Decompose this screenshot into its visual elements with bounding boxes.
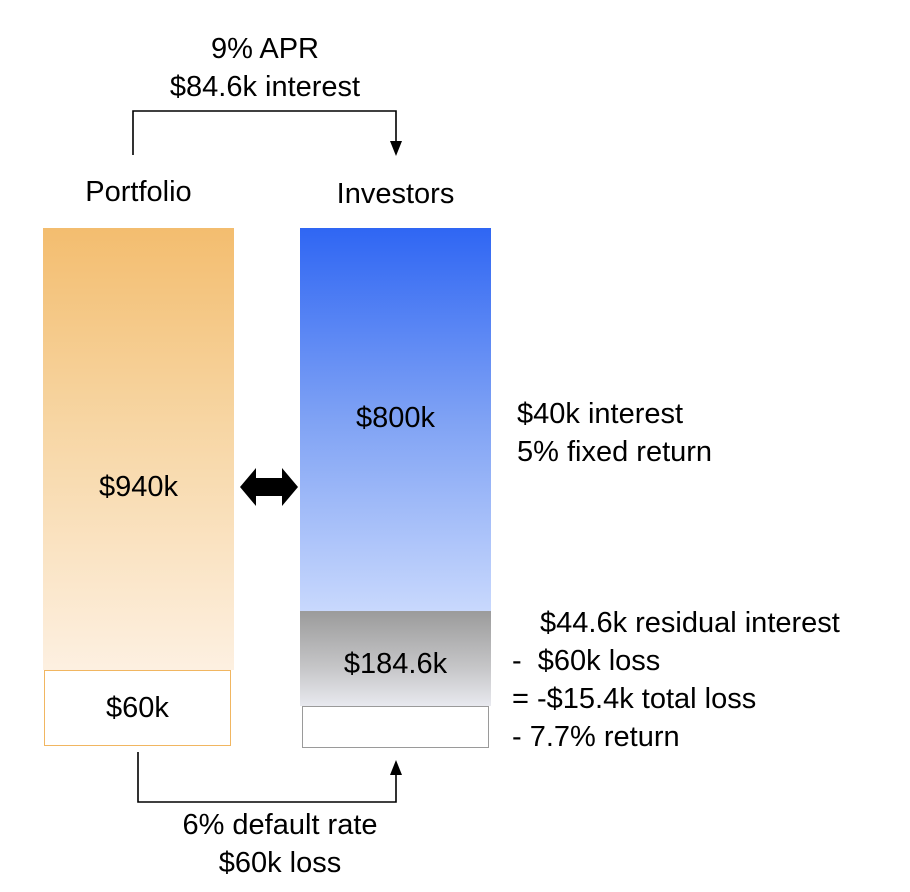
double-headed-arrow-icon: [240, 468, 298, 506]
investors-loss-box: [302, 706, 489, 748]
top-flow-line: [132, 110, 397, 155]
residual-note: $44.6k residual interest - $60k loss = -…: [512, 604, 840, 756]
top-flow-arrowhead-icon: [390, 141, 402, 156]
bottom-flow-rate: 6% default rate: [182, 809, 378, 841]
residual-note-total: = -$15.4k total loss: [512, 683, 757, 715]
senior-note-interest: $40k interest: [517, 398, 684, 430]
bottom-flow-loss: $60k loss: [218, 847, 342, 879]
bottom-flow-line: [137, 752, 397, 803]
senior-note: $40k interest 5% fixed return: [517, 395, 712, 471]
bottom-flow-label: 6% default rate $60k loss: [140, 806, 420, 882]
residual-note-interest: $44.6k residual interest: [540, 607, 840, 639]
portfolio-loss-box: $60k: [44, 670, 231, 746]
residual-note-loss: - $60k loss: [512, 645, 661, 677]
investors-senior-value: $800k: [355, 402, 435, 434]
portfolio-bar: $940k: [43, 228, 234, 670]
investors-senior-bar: $800k: [300, 228, 491, 611]
portfolio-value: $940k: [98, 471, 178, 503]
senior-note-return: 5% fixed return: [517, 436, 713, 468]
bottom-flow-arrowhead-icon: [390, 760, 402, 775]
portfolio-loss-value: $60k: [106, 692, 169, 724]
portfolio-title: Portfolio: [85, 176, 192, 208]
investors-residual-value: $184.6k: [343, 648, 448, 680]
investors-residual-bar: $184.6k: [300, 611, 491, 706]
top-flow-rate: 9% APR: [211, 33, 319, 65]
residual-note-return: - 7.7% return: [512, 721, 680, 753]
top-flow-interest: $84.6k interest: [169, 71, 361, 103]
top-flow-label: 9% APR $84.6k interest: [120, 30, 410, 106]
investors-title: Investors: [336, 178, 455, 210]
